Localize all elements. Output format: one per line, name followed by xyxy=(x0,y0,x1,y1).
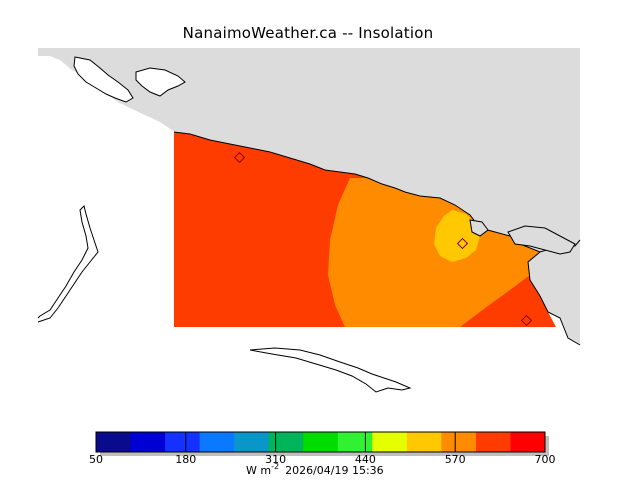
colorbar-tick-label: 440 xyxy=(355,453,376,466)
colorbar-swatch xyxy=(130,432,166,452)
units-exponent: -2 xyxy=(271,462,279,471)
colorbar-border xyxy=(95,431,546,453)
colorbar-swatch xyxy=(337,432,373,452)
peninsula xyxy=(507,225,576,255)
coastline-south xyxy=(527,251,581,346)
south-island xyxy=(249,347,412,393)
map-title: NanaimoWeather.ca -- Insolation xyxy=(182,24,434,42)
colorbar-tick-label: 700 xyxy=(535,453,556,466)
colorbar xyxy=(95,431,549,456)
colorbar-swatch xyxy=(234,432,270,452)
colorbar-ticks: 50 180 310 440 570 700 xyxy=(89,432,556,466)
island-north-2 xyxy=(135,67,186,97)
colorbar-swatch xyxy=(303,432,339,452)
colorbar-swatch xyxy=(441,432,477,452)
west-coast xyxy=(37,205,99,323)
colorbar-swatch xyxy=(199,432,235,452)
colorbar-tick-label: 570 xyxy=(445,453,466,466)
colorbar-swatch xyxy=(165,432,201,452)
colorbar-units: W m-2 2026/04/19 15:36 xyxy=(246,462,384,477)
colorbar-swatch xyxy=(510,432,546,452)
colorbar-tick-label: 50 xyxy=(89,453,103,466)
timestamp: 2026/04/19 15:36 xyxy=(285,464,384,477)
colorbar-swatch xyxy=(372,432,408,452)
station-markers xyxy=(233,151,533,327)
mainland-land xyxy=(38,48,580,345)
colorbar-tick-label: 180 xyxy=(175,453,196,466)
colorbar-swatch xyxy=(475,432,511,452)
station-marker-2 xyxy=(456,237,469,250)
station-marker-3 xyxy=(520,314,533,327)
insolation-field xyxy=(174,132,556,327)
colorbar-swatch xyxy=(96,432,132,452)
station-marker-1 xyxy=(233,151,246,164)
island-north xyxy=(73,56,134,103)
islet-1 xyxy=(469,219,489,237)
colorbar-tick-label: 310 xyxy=(265,453,286,466)
colorbar-swatch xyxy=(406,432,442,452)
colorbar-swatch xyxy=(268,432,304,452)
units-prefix: W m xyxy=(246,464,271,477)
